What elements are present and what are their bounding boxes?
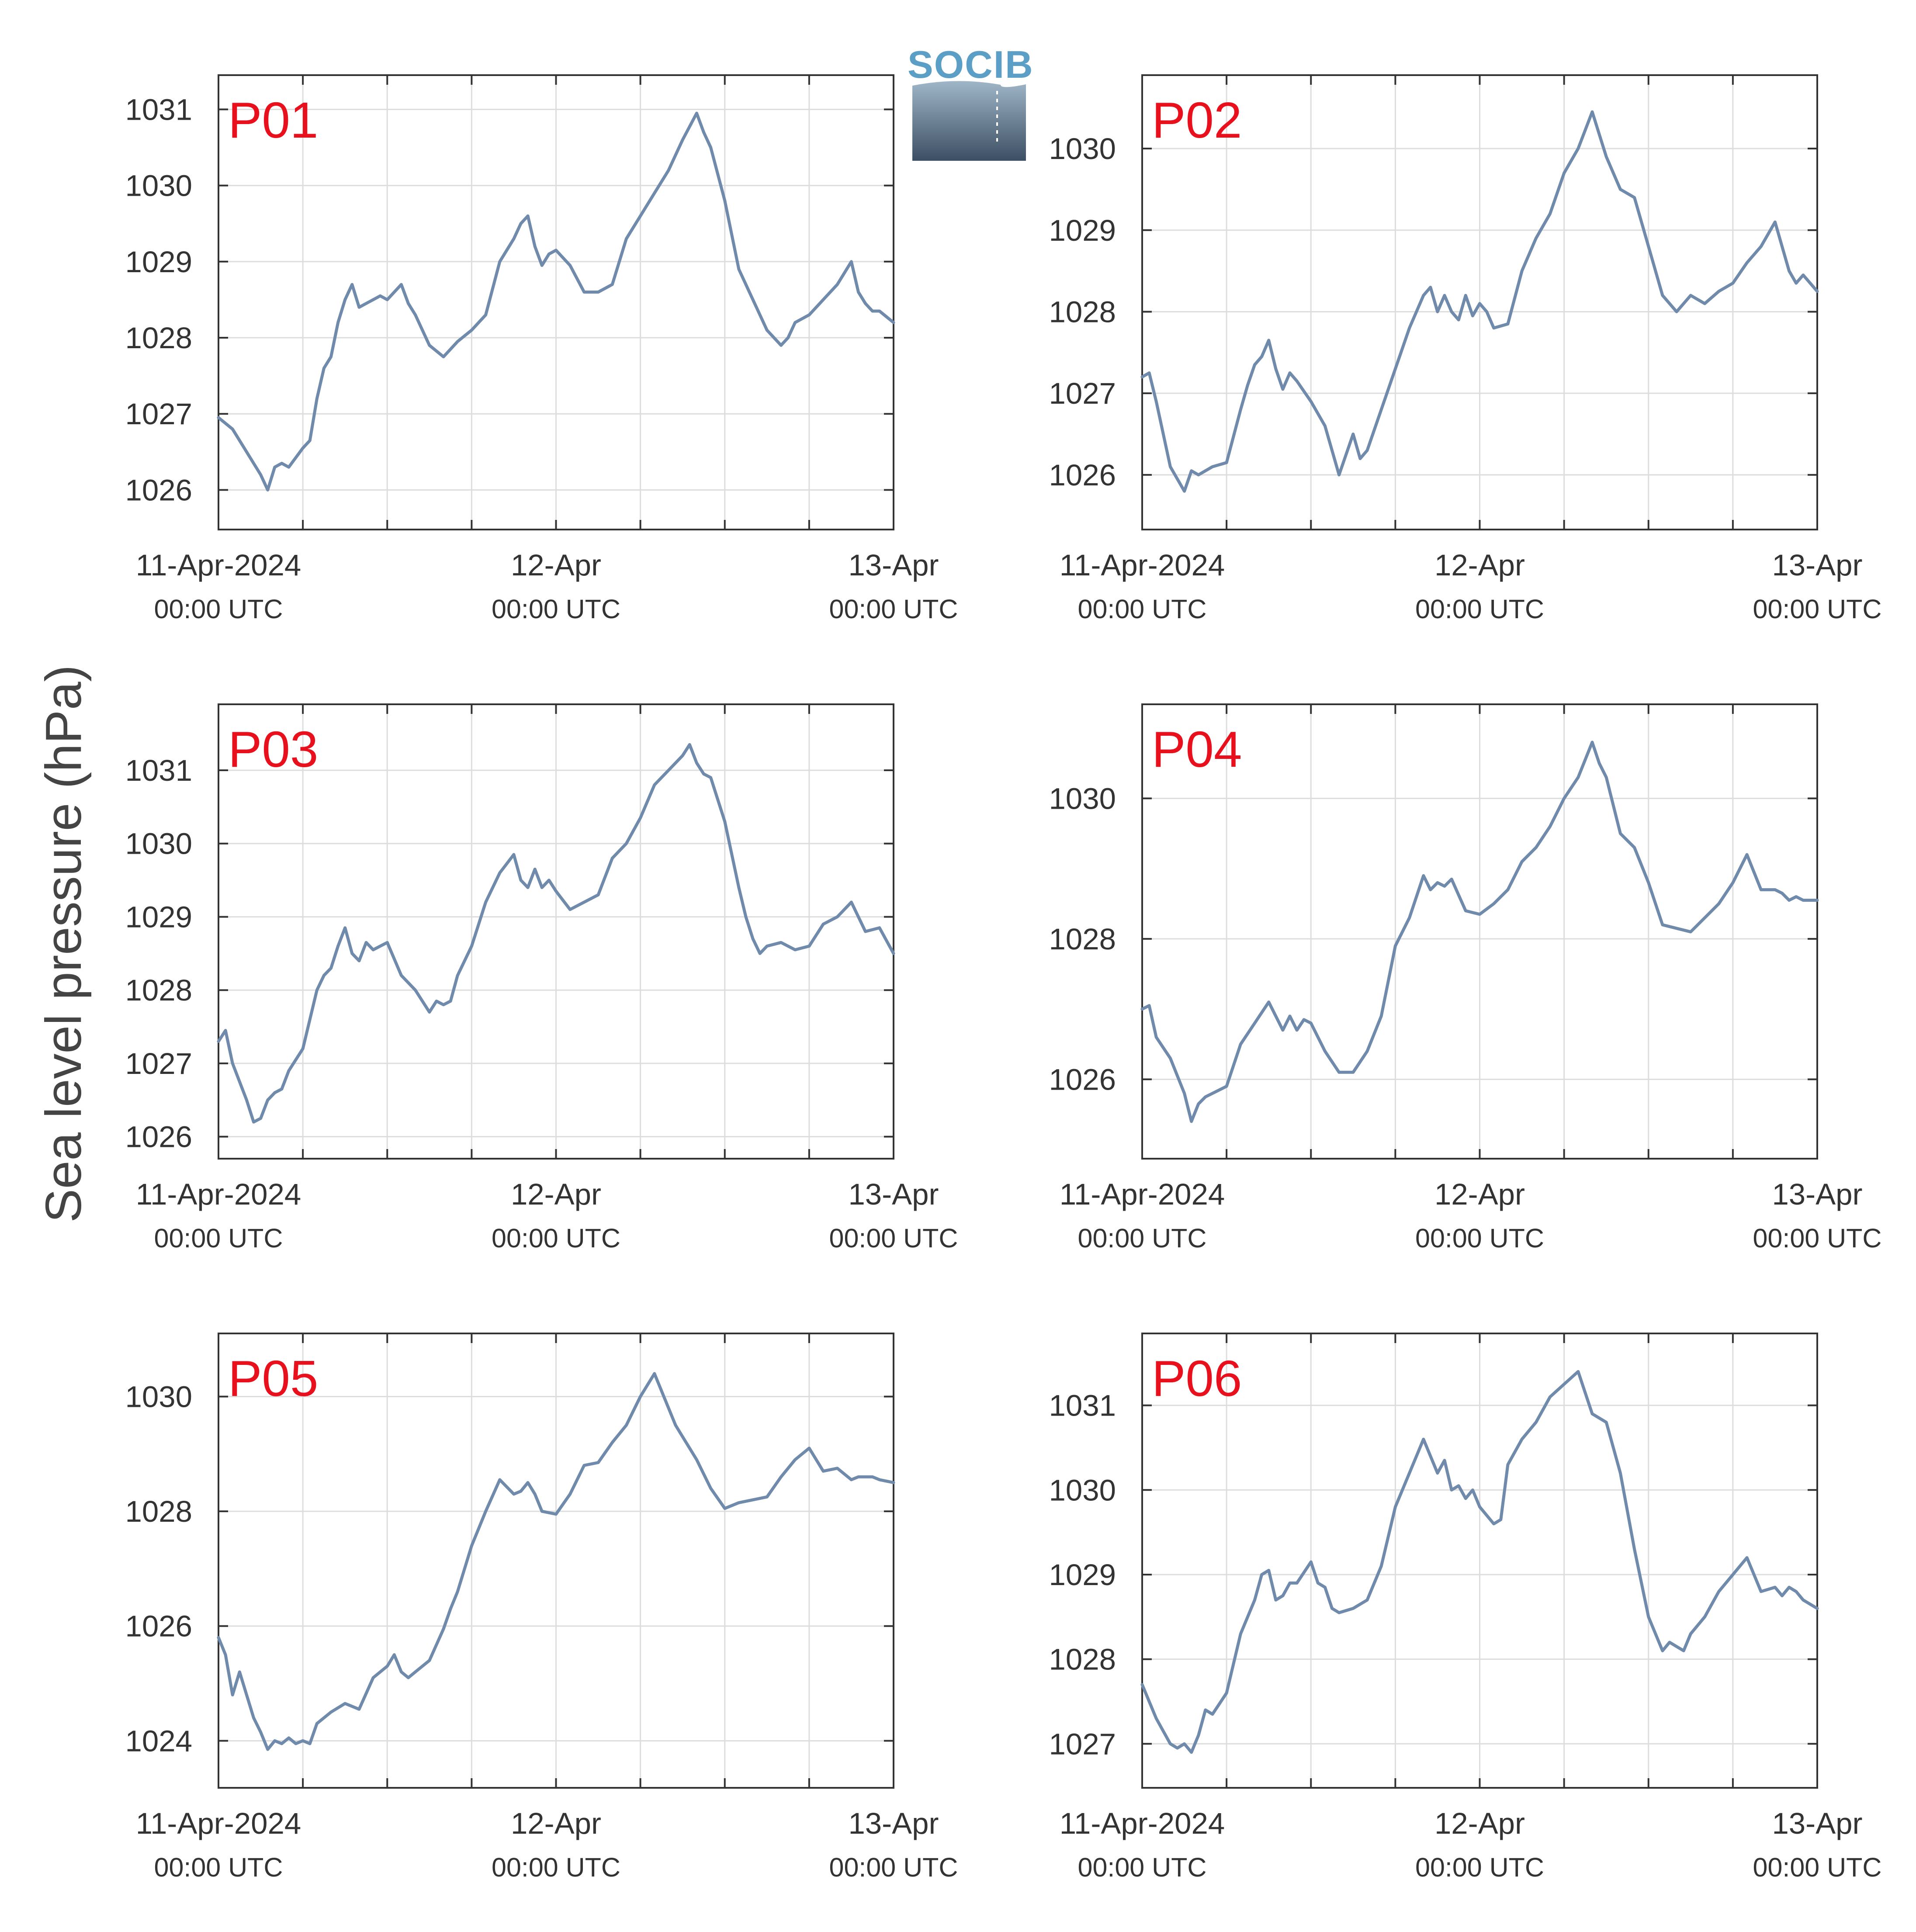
x-tick-label: 11-Apr-2024 <box>136 1807 301 1840</box>
series-line-p05 <box>217 1372 895 1751</box>
series-line-p03 <box>217 743 895 1124</box>
x-tick-sublabel: 00:00 UTC <box>154 1852 283 1882</box>
panel-p03: 1026 1027 1028 1029 1030 1031 11-Apr-2024 00:00… <box>125 703 958 1253</box>
y-tick-label: 1031 <box>125 754 193 787</box>
panel-title: P04 <box>1152 721 1242 778</box>
y-tick-label: 1026 <box>1049 458 1116 492</box>
panel-title: P03 <box>228 721 318 778</box>
x-tick-label: 13-Apr <box>848 548 939 582</box>
x-tick-label: 13-Apr <box>1772 1807 1862 1840</box>
x-tick-sublabel: 00:00 UTC <box>829 1223 958 1253</box>
x-tick-label: 11-Apr-2024 <box>136 1177 301 1211</box>
x-tick-label: 12-Apr <box>511 548 601 582</box>
y-tick-label: 1024 <box>125 1724 193 1758</box>
panel-p05: 1024 1026 1028 1030 11-Apr-2024 00:00 UTC 12-A… <box>125 1333 958 1882</box>
y-tick-label: 1030 <box>1049 782 1116 815</box>
y-tick-label: 1027 <box>125 1047 193 1080</box>
y-tick-label: 1028 <box>1049 1643 1116 1676</box>
socib-logo-text: SOCIB <box>908 43 1034 86</box>
x-tick-sublabel: 00:00 UTC <box>829 1852 958 1882</box>
y-tick-label: 1027 <box>1049 377 1116 410</box>
series-line-p01 <box>217 111 895 492</box>
y-tick-label: 1030 <box>1049 1473 1116 1507</box>
series-line-p06 <box>1140 1370 1819 1754</box>
series-line-p04 <box>1140 741 1819 1123</box>
x-tick-label: 13-Apr <box>1772 1177 1862 1211</box>
y-tick-label: 1029 <box>125 900 193 934</box>
socib-logo: SOCIB <box>908 43 1034 161</box>
socib-logo-mark <box>912 81 1026 161</box>
y-tick-label: 1027 <box>125 397 193 431</box>
x-tick-sublabel: 00:00 UTC <box>1753 1223 1882 1253</box>
y-tick-label: 1029 <box>125 245 193 279</box>
y-tick-label: 1028 <box>125 321 193 355</box>
x-tick-sublabel: 00:00 UTC <box>1415 1223 1544 1253</box>
panel-p01: 1026 1027 1028 1029 1030 1031 11-Apr-2024 00:00… <box>125 74 958 624</box>
y-tick-label: 1031 <box>125 93 193 126</box>
panel-title: P05 <box>228 1350 318 1407</box>
y-tick-label: 1030 <box>125 169 193 203</box>
x-tick-label: 12-Apr <box>511 1807 601 1840</box>
y-tick-label: 1030 <box>125 1380 193 1413</box>
y-tick-label: 1026 <box>125 1120 193 1154</box>
y-tick-label: 1031 <box>1049 1389 1116 1423</box>
x-tick-label: 13-Apr <box>1772 548 1862 582</box>
x-tick-sublabel: 00:00 UTC <box>1078 594 1207 624</box>
x-tick-sublabel: 00:00 UTC <box>829 594 958 624</box>
panel-p04: 1026 1028 1030 11-Apr-2024 00:00 UTC 12-Apr 00… <box>1049 703 1882 1253</box>
x-tick-sublabel: 00:00 UTC <box>492 1223 620 1253</box>
x-tick-label: 11-Apr-2024 <box>1060 1807 1225 1840</box>
y-tick-label: 1029 <box>1049 1558 1116 1592</box>
panels: 1026 1027 1028 1029 1030 1031 11-Apr-2024 00:00… <box>125 74 1882 1882</box>
y-tick-label: 1030 <box>125 827 193 861</box>
x-tick-sublabel: 00:00 UTC <box>154 1223 283 1253</box>
x-tick-sublabel: 00:00 UTC <box>492 594 620 624</box>
x-tick-sublabel: 00:00 UTC <box>1078 1852 1207 1882</box>
y-tick-label: 1028 <box>125 973 193 1007</box>
panel-p06: 1027 1028 1029 1030 1031 11-Apr-2024 00:00 UTC… <box>1049 1333 1882 1882</box>
y-tick-label: 1026 <box>125 473 193 507</box>
x-tick-label: 12-Apr <box>1434 1807 1525 1840</box>
x-tick-label: 12-Apr <box>1434 548 1525 582</box>
y-axis-label: Sea level pressure (hPa) <box>35 665 92 1223</box>
x-tick-label: 11-Apr-2024 <box>1060 1177 1225 1211</box>
y-tick-label: 1029 <box>1049 214 1116 247</box>
x-tick-label: 11-Apr-2024 <box>1060 548 1225 582</box>
y-tick-label: 1028 <box>1049 922 1116 956</box>
panel-title: P06 <box>1152 1350 1242 1407</box>
x-tick-label: 12-Apr <box>1434 1177 1525 1211</box>
x-tick-sublabel: 00:00 UTC <box>1753 1852 1882 1882</box>
panel-title: P01 <box>228 92 318 149</box>
panel-p02: 1026 1027 1028 1029 1030 11-Apr-2024 00:00 UTC… <box>1049 74 1882 624</box>
x-tick-sublabel: 00:00 UTC <box>1078 1223 1207 1253</box>
x-tick-sublabel: 00:00 UTC <box>154 594 283 624</box>
x-tick-label: 12-Apr <box>511 1177 601 1211</box>
x-tick-label: 13-Apr <box>848 1177 939 1211</box>
x-tick-sublabel: 00:00 UTC <box>1415 594 1544 624</box>
panel-title: P02 <box>1152 92 1242 149</box>
x-tick-sublabel: 00:00 UTC <box>492 1852 620 1882</box>
x-tick-sublabel: 00:00 UTC <box>1415 1852 1544 1882</box>
x-tick-label: 11-Apr-2024 <box>136 548 301 582</box>
y-tick-label: 1026 <box>125 1610 193 1643</box>
y-tick-label: 1026 <box>1049 1063 1116 1096</box>
x-tick-label: 13-Apr <box>848 1807 939 1840</box>
series-line-p02 <box>1140 110 1819 493</box>
y-tick-label: 1027 <box>1049 1727 1116 1761</box>
x-tick-sublabel: 00:00 UTC <box>1753 594 1882 624</box>
y-tick-label: 1028 <box>125 1495 193 1528</box>
y-tick-label: 1028 <box>1049 295 1116 329</box>
y-tick-label: 1030 <box>1049 132 1116 166</box>
